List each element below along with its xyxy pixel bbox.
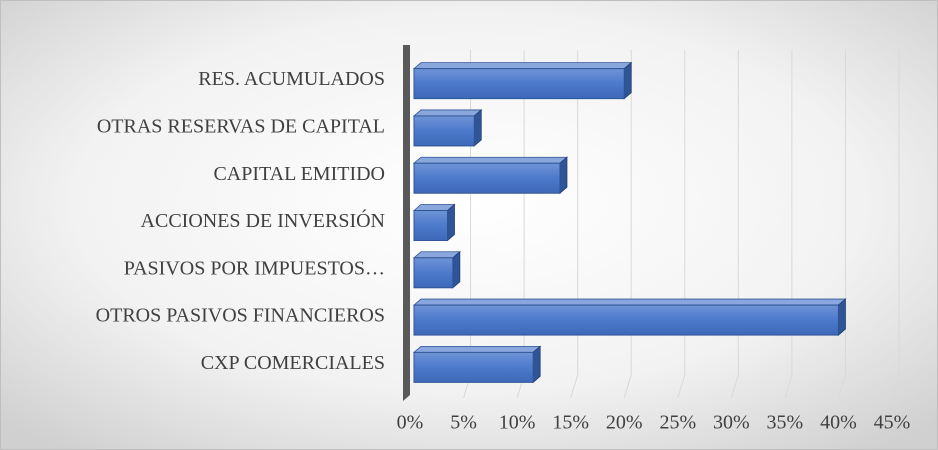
x-tick-label: 5% [450, 412, 477, 434]
bar-top [412, 156, 569, 164]
y-tick-label: OTRAS RESERVAS DE CAPITAL [97, 116, 385, 138]
bar [413, 68, 625, 100]
grid-line [891, 50, 900, 399]
bar [413, 115, 475, 147]
y-tick-label: CXP COMERCIALES [201, 352, 385, 374]
grid-line [730, 50, 739, 399]
bar-top [412, 251, 461, 259]
y-tick-label: OTROS PASIVOS FINANCIEROS [96, 305, 385, 327]
x-tick-label: 15% [552, 412, 589, 434]
bar-top [412, 62, 633, 70]
y-tick-label: ACCIONES DE INVERSIÓN [141, 208, 385, 232]
grid-line [623, 50, 632, 399]
bar-side [532, 345, 541, 384]
x-tick-label: 45% [874, 412, 911, 434]
x-tick-label: 35% [767, 412, 804, 434]
x-tick-label: 25% [659, 412, 696, 434]
bar [413, 304, 839, 336]
x-tick-label: 0% [397, 412, 424, 434]
x-tick-label: 10% [499, 412, 536, 434]
bar-side [447, 203, 455, 242]
bar [413, 257, 454, 289]
x-tick-label: 40% [820, 412, 857, 434]
bar-side [559, 156, 568, 195]
bar-side [623, 61, 632, 100]
x-tick-label: 20% [606, 412, 643, 434]
bar [413, 162, 561, 194]
bar-top [412, 298, 847, 306]
grid-line [784, 50, 793, 399]
grid-line [837, 50, 846, 399]
x-tick-label: 30% [713, 412, 750, 434]
bar-top [412, 109, 483, 117]
bar-side [452, 250, 461, 289]
back-wall [403, 45, 410, 401]
y-tick-label: CAPITAL EMITIDO [213, 163, 385, 185]
bar [413, 351, 534, 383]
bar-top [412, 345, 542, 353]
bar [413, 210, 448, 241]
grid-line [677, 50, 686, 399]
bar-side [473, 109, 482, 147]
bar-side [838, 298, 846, 336]
y-tick-label: RES. ACUMULADOS [198, 68, 385, 90]
y-tick-label: PASIVOS POR IMPUESTOS… [124, 257, 385, 279]
grid-line [570, 50, 579, 399]
